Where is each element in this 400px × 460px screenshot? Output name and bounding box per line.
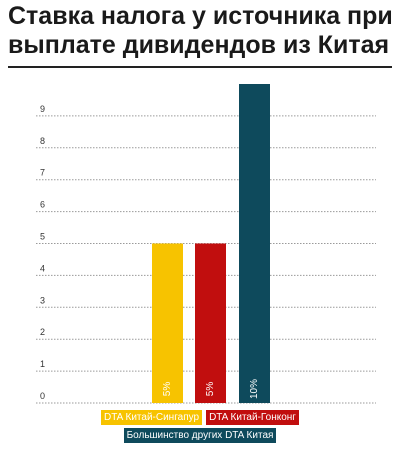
legend-item: DTA Китай-Сингапур: [101, 410, 203, 425]
y-tick-label: 3: [40, 295, 45, 305]
bar: [239, 84, 270, 403]
y-axis-ticks: 0 1 2 3 4 5 6 7 8 9: [40, 104, 45, 401]
y-tick-label: 0: [40, 391, 45, 401]
legend-item: Большинство других DTA Китая: [123, 428, 277, 443]
y-tick-label: 5: [40, 232, 45, 242]
data-labels: 5% 5% 10%: [162, 379, 260, 399]
bars: [152, 84, 270, 403]
y-tick-label: 2: [40, 327, 45, 337]
title-divider: [8, 66, 392, 68]
gridlines: [36, 115, 376, 404]
chart-title: Ставка налога у источника при выплате ди…: [8, 2, 393, 59]
y-tick-label: 6: [40, 200, 45, 210]
y-tick-label: 8: [40, 136, 45, 146]
bar-data-label: 5%: [205, 382, 216, 397]
legend-item: DTA Китай-Гонконг: [206, 410, 299, 425]
y-tick-label: 4: [40, 263, 45, 273]
bar-data-label: 5%: [162, 382, 173, 397]
y-tick-label: 1: [40, 359, 45, 369]
y-tick-label: 9: [40, 104, 45, 114]
bar: [152, 243, 183, 403]
legend: DTA Китай-Сингапур DTA Китай-Гонконг Боль…: [0, 410, 400, 446]
bar: [195, 243, 226, 403]
bar-data-label: 10%: [249, 379, 260, 399]
y-tick-label: 7: [40, 168, 45, 178]
